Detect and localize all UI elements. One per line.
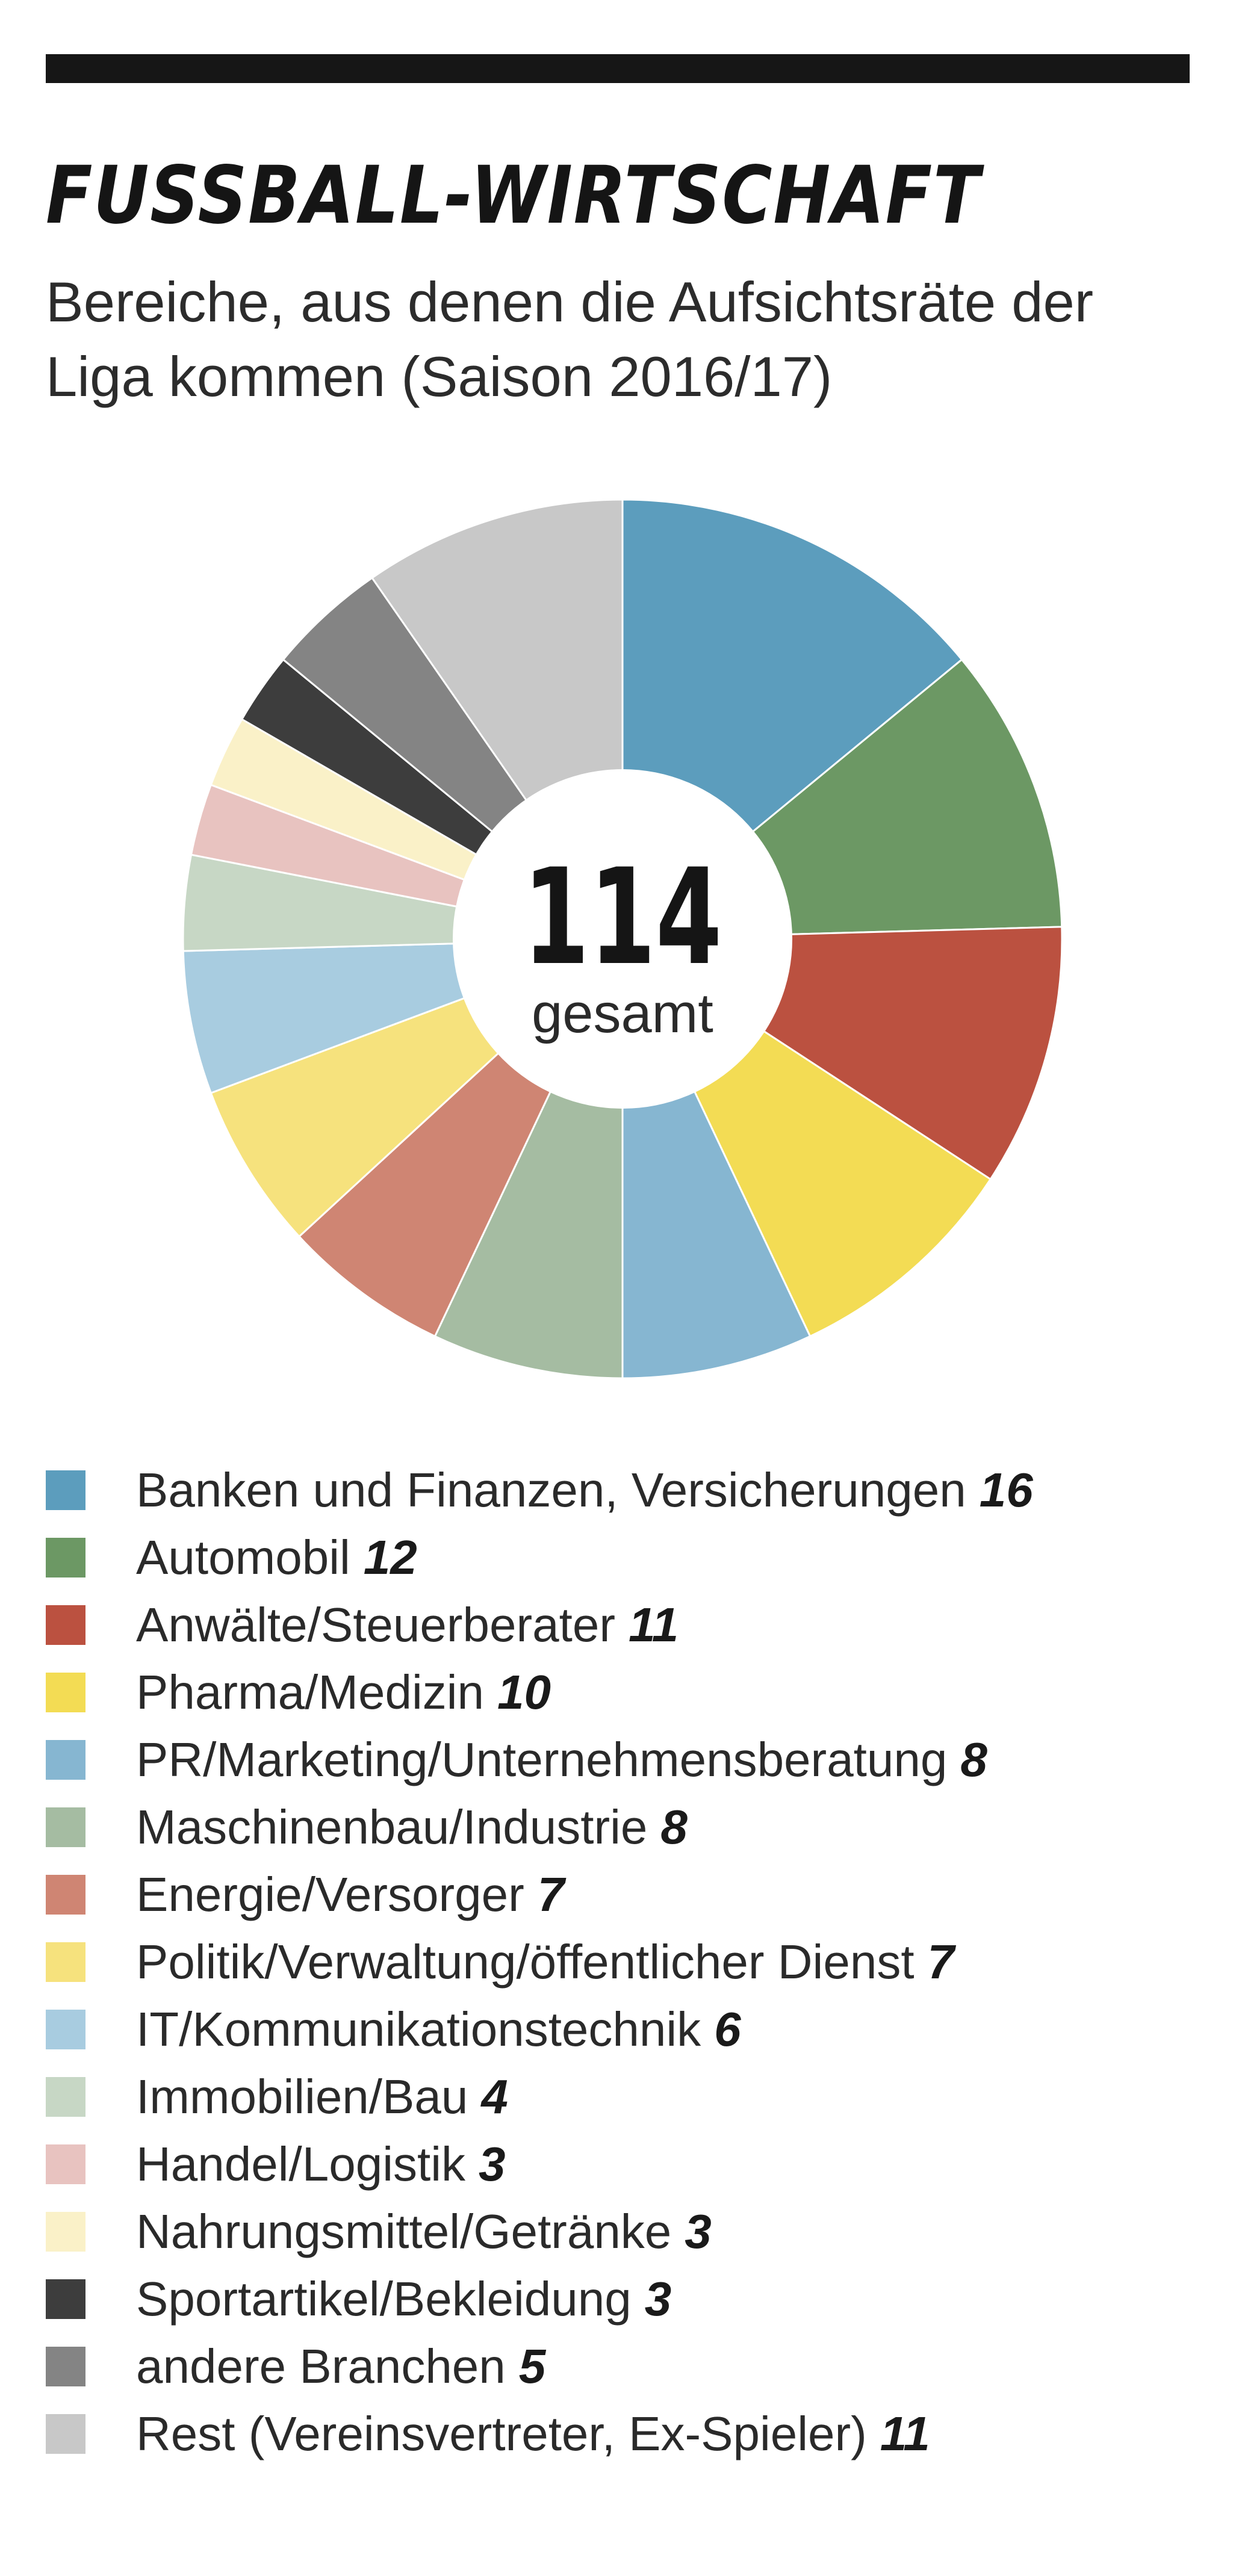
- legend-label: IT/Kommunikationstechnik: [136, 2002, 701, 2056]
- legend-value: 3: [644, 2272, 672, 2326]
- legend-label: Energie/Versorger: [136, 1868, 524, 1921]
- legend-label: Automobil: [136, 1531, 350, 1584]
- legend-swatch: [46, 1875, 85, 1915]
- legend-item: Anwälte/Steuerberater 11: [46, 1591, 1220, 1659]
- legend-swatch: [46, 2347, 85, 2386]
- legend-swatch: [46, 1538, 85, 1577]
- legend-label: Pharma/Medizin: [136, 1665, 485, 1719]
- total-count: 114: [523, 841, 722, 995]
- legend-label: Banken und Finanzen, Versicherungen: [136, 1463, 966, 1517]
- legend-swatch: [46, 1942, 85, 1982]
- legend-item: Pharma/Medizin 10: [46, 1659, 1220, 1726]
- legend-value: 10: [497, 1665, 551, 1719]
- legend-value: 8: [960, 1733, 987, 1786]
- legend-swatch: [46, 1673, 85, 1712]
- legend-swatch: [46, 2077, 85, 2117]
- legend-item: IT/Kommunikationstechnik 6: [46, 1996, 1220, 2063]
- legend-label: PR/Marketing/Unternehmensberatung: [136, 1733, 948, 1786]
- legend-item: Immobilien/Bau 4: [46, 2063, 1220, 2131]
- legend-value: 4: [481, 2070, 508, 2123]
- legend-label: Anwälte/Steuerberater: [136, 1598, 616, 1652]
- legend-swatch: [46, 2212, 85, 2252]
- legend-label: Maschinenbau/Industrie: [136, 1800, 648, 1854]
- legend-label: Handel/Logistik: [136, 2137, 465, 2191]
- legend-label: Sportartikel/Bekleidung: [136, 2272, 632, 2326]
- legend-value: 11: [880, 2407, 930, 2460]
- legend-swatch: [46, 2144, 85, 2184]
- legend-value: 8: [660, 1800, 688, 1854]
- legend-item: Handel/Logistik 3: [46, 2131, 1220, 2198]
- donut-chart: 114 gesamt: [182, 498, 1063, 1379]
- legend-swatch: [46, 2010, 85, 2049]
- legend-value: 3: [685, 2205, 712, 2258]
- legend-swatch: [46, 1605, 85, 1645]
- legend-swatch: [46, 2279, 85, 2319]
- chart-subtitle: Bereiche, aus denen die Aufsichtsräte de…: [46, 270, 1094, 408]
- legend: Banken und Finanzen, Versicherungen 16 Aut…: [46, 1457, 1220, 2468]
- legend-label: Politik/Verwaltung/öffentlicher Dienst: [136, 1935, 915, 1989]
- legend-item: Sportartikel/Bekleidung 3: [46, 2265, 1220, 2333]
- legend-swatch: [46, 2414, 85, 2454]
- legend-item: Rest (Vereinsvertreter, Ex-Spieler) 11: [46, 2400, 1220, 2468]
- legend-value: 11: [629, 1598, 679, 1652]
- total-label: gesamt: [532, 983, 713, 1044]
- legend-label: andere Branchen: [136, 2339, 506, 2393]
- legend-swatch: [46, 1740, 85, 1780]
- chart-title: FUSSBALL-WIRTSCHAFT: [46, 149, 981, 242]
- donut-hole: [453, 769, 792, 1109]
- legend-value: 7: [537, 1868, 565, 1921]
- legend-value: 3: [479, 2137, 506, 2191]
- legend-label: Immobilien/Bau: [136, 2070, 468, 2123]
- legend-item: Energie/Versorger 7: [46, 1861, 1220, 1928]
- legend-swatch: [46, 1807, 85, 1847]
- legend-item: Automobil 12: [46, 1524, 1220, 1591]
- legend-value: 6: [714, 2002, 741, 2056]
- legend-value: 12: [363, 1531, 417, 1584]
- legend-item: Politik/Verwaltung/öffentlicher Dienst 7: [46, 1928, 1220, 1996]
- legend-value: 5: [518, 2339, 546, 2393]
- legend-value: 7: [927, 1935, 955, 1989]
- legend-item: Banken und Finanzen, Versicherungen 16: [46, 1457, 1220, 1524]
- legend-label: Rest (Vereinsvertreter, Ex-Spieler): [136, 2407, 867, 2460]
- legend-swatch: [46, 1470, 85, 1510]
- legend-item: PR/Marketing/Unternehmensberatung 8: [46, 1726, 1220, 1794]
- legend-item: Nahrungsmittel/Getränke 3: [46, 2198, 1220, 2265]
- legend-label: Nahrungsmittel/Getränke: [136, 2205, 672, 2258]
- legend-item: andere Branchen 5: [46, 2333, 1220, 2400]
- legend-item: Maschinenbau/Industrie 8: [46, 1794, 1220, 1861]
- legend-value: 16: [979, 1463, 1033, 1517]
- top-rule: [46, 54, 1190, 83]
